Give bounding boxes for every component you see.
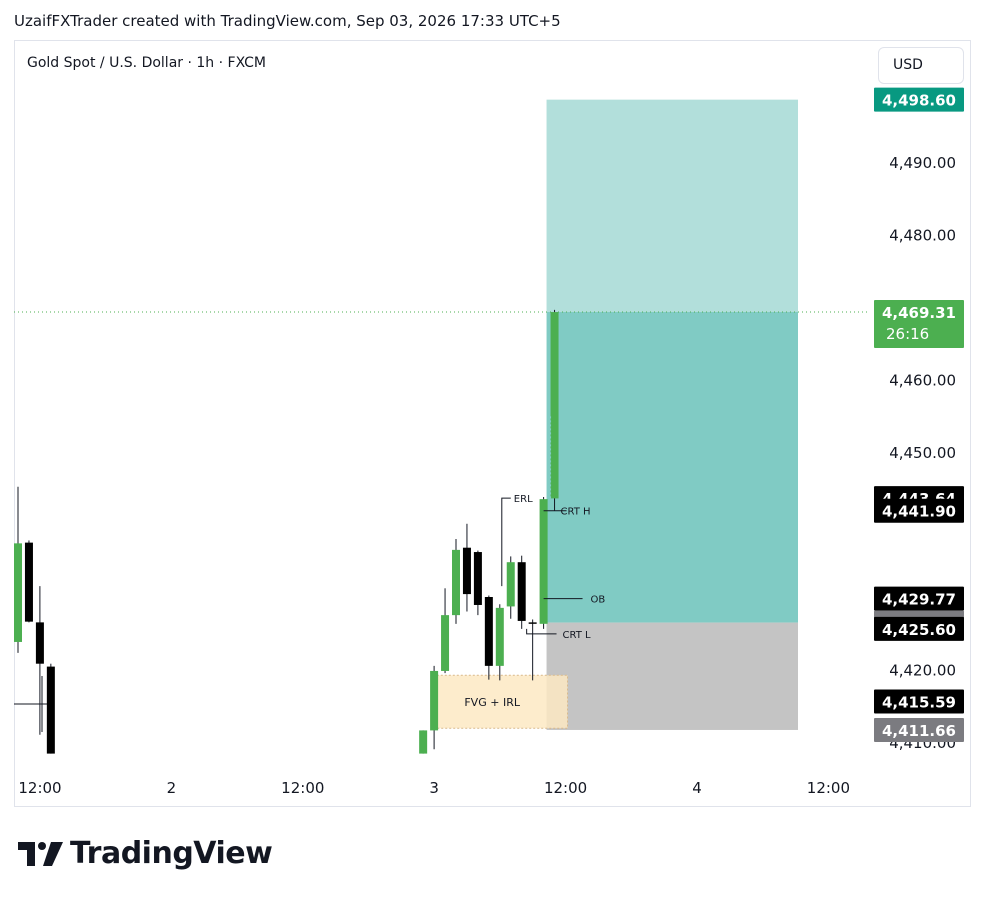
countdown-label: 26:16 xyxy=(886,325,929,343)
chart-frame xyxy=(14,40,971,807)
price-label-current xyxy=(874,300,964,349)
bear-candle[interactable] xyxy=(484,597,493,666)
crt-l-bracket xyxy=(526,628,557,635)
bull-candle[interactable] xyxy=(506,562,515,607)
bear-candle[interactable] xyxy=(462,547,471,595)
plot-area: FVG + IRL ERL CRT H OB CRT L xyxy=(14,99,870,754)
price-label-dark xyxy=(874,498,964,523)
bull-candle[interactable] xyxy=(14,543,22,642)
crt-l-label: CRT L xyxy=(563,630,591,641)
price-label-text: 4,441.90 xyxy=(882,503,956,521)
bear-candle[interactable] xyxy=(24,542,33,622)
price-label-dark xyxy=(874,586,964,611)
bull-candle[interactable] xyxy=(419,730,428,754)
y-tick-label: 4,420.00 xyxy=(889,662,956,680)
erl-bracket xyxy=(501,497,511,587)
tradingview-logo-icon xyxy=(18,841,63,866)
price-label-text: 4,469.31 xyxy=(882,304,956,322)
bear-candle[interactable] xyxy=(35,622,44,664)
ob-label: OB xyxy=(591,595,606,606)
currency-button[interactable]: USD xyxy=(878,47,964,84)
target-zone xyxy=(546,99,798,313)
bear-candle[interactable] xyxy=(517,562,526,621)
price-label-text: 4,415.59 xyxy=(882,693,956,711)
x-tick-label: 12:00 xyxy=(281,779,324,797)
price-label-text: 4,411.66 xyxy=(882,722,956,740)
x-tick-label: 12:00 xyxy=(544,779,587,797)
bear-candle[interactable] xyxy=(528,622,537,624)
fvg-label: FVG + IRL xyxy=(464,696,520,709)
bull-candle[interactable] xyxy=(495,607,504,666)
chart-credit: UzaifFXTrader created with TradingView.c… xyxy=(14,12,561,30)
price-label-text: 4,429.77 xyxy=(882,591,956,609)
symbol-title[interactable]: Gold Spot / U.S. Dollar · 1h · FXCM xyxy=(27,55,266,71)
x-tick-label: 12:00 xyxy=(18,779,61,797)
x-tick-label: 4 xyxy=(692,779,702,797)
bull-candle[interactable] xyxy=(539,499,548,624)
bear-candle[interactable] xyxy=(473,552,482,605)
erl-label: ERL xyxy=(514,494,533,505)
bear-candle[interactable] xyxy=(46,666,55,754)
stop-zone xyxy=(546,622,798,730)
price-label-text: 4,425.60 xyxy=(882,621,956,639)
x-tick-label: 3 xyxy=(429,779,439,797)
y-tick-label: 4,480.00 xyxy=(889,227,956,245)
x-tick-label: 2 xyxy=(167,779,177,797)
y-tick-label: 4,450.00 xyxy=(889,444,956,462)
bull-candle[interactable] xyxy=(550,312,559,499)
x-tick-label: 12:00 xyxy=(807,779,850,797)
price-label-target xyxy=(874,87,964,112)
price-label-text: 4,498.60 xyxy=(882,92,956,110)
y-tick-label: 4,460.00 xyxy=(889,372,956,390)
bull-candle[interactable] xyxy=(430,670,439,731)
price-label-dark xyxy=(874,616,964,641)
crt-h-label: CRT H xyxy=(561,507,591,518)
bull-candle[interactable] xyxy=(452,549,460,616)
bull-candle[interactable] xyxy=(441,615,450,671)
tradingview-wordmark: TradingView xyxy=(70,836,273,871)
tradingview-logo[interactable]: TradingView xyxy=(18,836,273,871)
fvg-zone xyxy=(432,674,569,729)
price-label-dark xyxy=(874,689,964,714)
y-tick-label: 4,490.00 xyxy=(889,154,956,172)
price-label-gray xyxy=(874,717,964,742)
profit-zone xyxy=(546,312,798,623)
